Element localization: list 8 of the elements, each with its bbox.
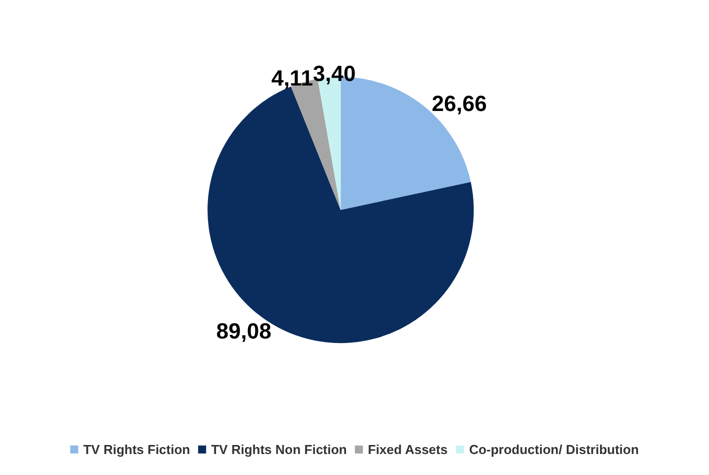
data-label: 3,40 [312, 60, 356, 86]
data-label: 4,11 [271, 66, 313, 91]
legend-label: Fixed Assets [368, 442, 448, 457]
legend-label: TV Rights Fiction [83, 442, 190, 457]
data-label: 26,66 [432, 90, 487, 116]
legend-label: Co-production/ Distribution [469, 442, 639, 457]
legend-label: TV Rights Non Fiction [211, 442, 347, 457]
data-label: 89,08 [216, 318, 272, 344]
